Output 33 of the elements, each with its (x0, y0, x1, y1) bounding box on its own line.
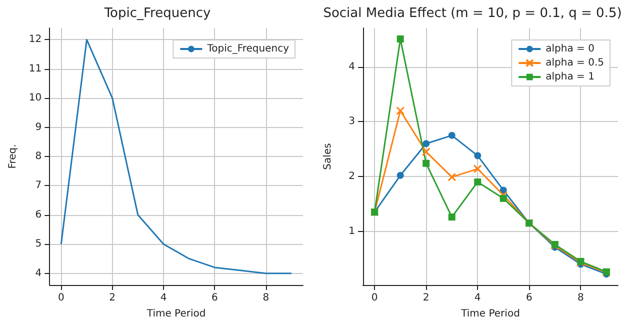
x-tick-label: 2 (422, 292, 430, 304)
chart-title: Topic_Frequency (103, 6, 211, 21)
x-tick-label: 8 (577, 292, 584, 304)
legend-label: Topic_Frequency (206, 44, 290, 54)
x-tick-label: 2 (109, 292, 116, 304)
y-tick-label: 9 (35, 122, 42, 133)
x-axis-title: Time Period (460, 308, 520, 320)
y-tick-label: 1 (348, 226, 355, 237)
y-tick-label: 4 (348, 61, 355, 72)
y-tick-label: 5 (35, 238, 42, 250)
y-tick-label: 12 (28, 34, 42, 46)
x-tick-label: 6 (526, 292, 532, 304)
x-tick-label: 0 (58, 292, 64, 304)
y-tick-label: 10 (28, 92, 42, 104)
y-tick-label: 2 (348, 171, 355, 182)
y-axis-title: Sales (322, 143, 334, 170)
x-tick-label: 4 (474, 292, 481, 304)
legend-label: alpha = 0 (546, 44, 594, 54)
x-tick-label: 8 (262, 292, 270, 304)
y-tick-label: 6 (35, 209, 42, 220)
legend-label: alpha = 1 (546, 72, 594, 82)
x-tick-label: 0 (371, 292, 378, 304)
x-tick-label: 4 (160, 292, 167, 304)
y-tick-label: 11 (28, 63, 42, 74)
x-tick-label: 6 (212, 292, 218, 304)
y-tick-label: 3 (348, 116, 355, 128)
y-tick-label: 4 (35, 268, 42, 279)
chart-title: Social Media Effect (m = 10, p = 0.1, q = 0.5) (323, 6, 622, 21)
y-tick-label: 7 (35, 180, 42, 192)
legend-label: alpha = 0.5 (546, 58, 604, 68)
y-axis-title: Freq. (8, 144, 18, 169)
x-axis-title: Time Period (146, 308, 206, 320)
y-tick-label: 8 (35, 151, 42, 162)
